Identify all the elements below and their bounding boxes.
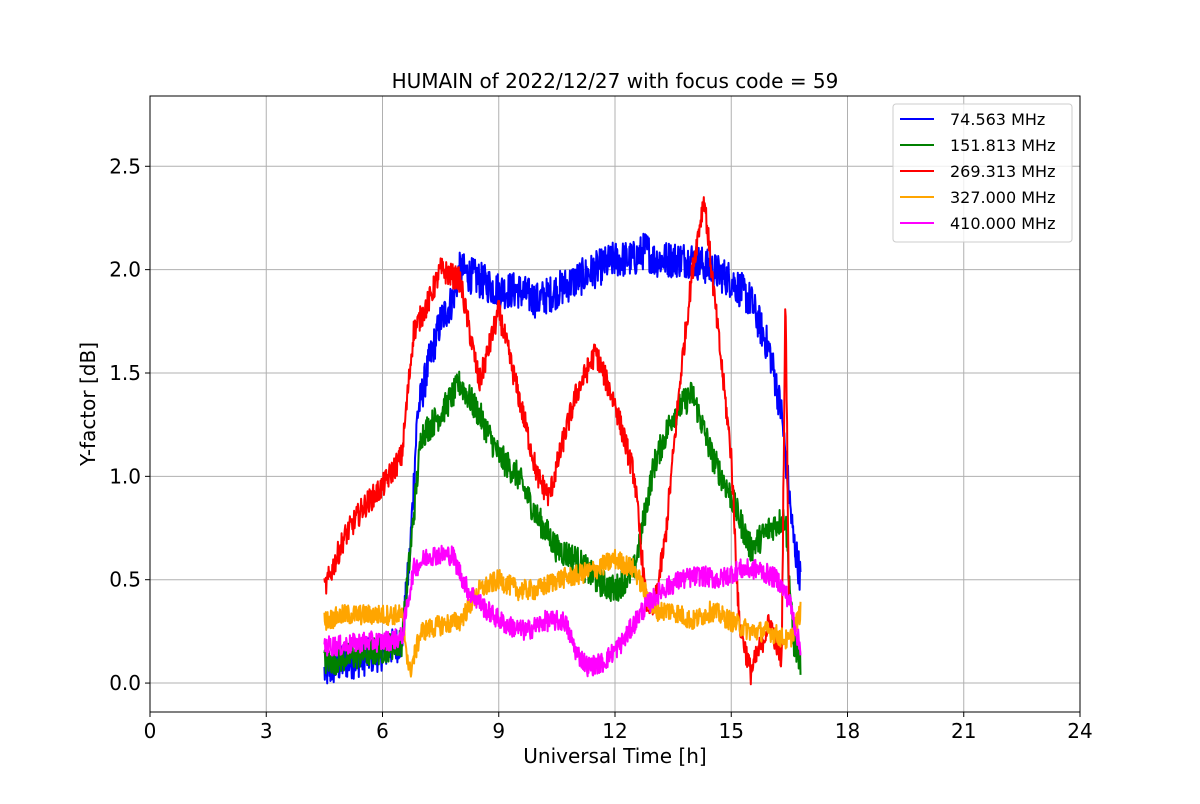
legend-box [892,103,1073,243]
x-tick-label: 15 [719,719,744,743]
x-tick-label: 21 [951,719,976,743]
legend: 74.563 MHz 151.813 MHz 269.313 MHz 327.000 … [892,103,1073,243]
x-tick-label: 12 [602,719,627,743]
y-tick-label: 0.5 [109,568,141,592]
y-tick-label: 2.0 [109,258,141,282]
series-line [323,196,790,686]
tick-layer: 0 3 6 9 12 15 18 21 24 0.0 0.5 1.0 1.5 2.0 2.5 [109,154,1093,743]
legend-label: 269.313 MHz [950,162,1055,181]
y-tick-label: 1.0 [109,464,141,488]
x-tick-label: 24 [1067,719,1092,743]
chart-title: HUMAIN of 2022/12/27 with focus code = 5… [392,69,839,93]
y-axis-label: Y-factor [dB] [76,342,100,467]
y-tick-label: 0.0 [109,671,141,695]
series-layer [323,196,802,686]
x-tick-label: 18 [835,719,860,743]
legend-label: 151.813 MHz [950,136,1055,155]
legend-label: 327.000 MHz [950,188,1055,207]
x-tick-label: 6 [376,719,389,743]
x-tick-label: 9 [492,719,505,743]
y-tick-label: 1.5 [109,361,141,385]
legend-label: 410.000 MHz [950,214,1055,233]
legend-label: 74.563 MHz [950,110,1045,129]
x-tick-label: 3 [260,719,273,743]
x-tick-label: 0 [144,719,157,743]
x-axis-label: Universal Time [h] [523,744,706,768]
series-line [323,544,802,678]
y-tick-label: 2.5 [109,154,141,178]
